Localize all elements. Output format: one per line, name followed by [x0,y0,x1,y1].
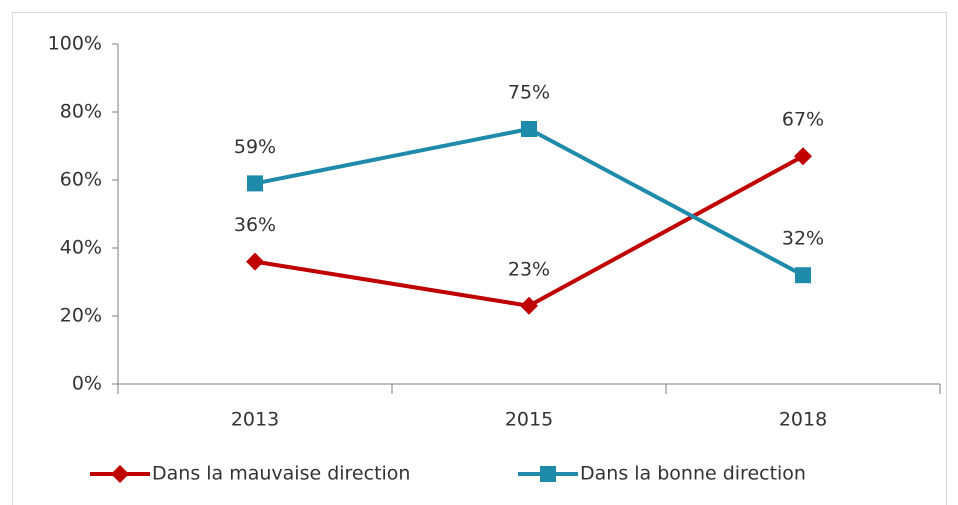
data-point [794,147,812,166]
y-tick-label: 0% [72,373,102,395]
y-tick-label: 20% [60,305,102,327]
legend-marker [540,466,556,482]
data-label: 67% [782,109,824,131]
x-tick-label: 2015 [505,409,553,431]
data-point [520,296,538,315]
legend-label: Dans la mauvaise direction [152,463,410,485]
y-tick-label: 100% [48,33,102,55]
data-label: 59% [234,136,276,158]
data-label: 75% [508,82,550,104]
legend-label: Dans la bonne direction [580,463,806,485]
data-point [247,175,263,192]
y-tick-label: 40% [60,237,102,259]
data-point [521,121,537,137]
y-tick-label: 80% [60,101,102,123]
data-label: 32% [782,228,824,250]
data-label: 36% [234,214,276,236]
legend-marker [111,465,129,483]
data-point [246,252,264,271]
chart-border [12,12,947,505]
y-tick-label: 60% [60,169,102,191]
x-tick-label: 2018 [779,409,827,431]
x-tick-label: 2013 [231,409,279,431]
data-label: 23% [508,258,550,280]
data-point [795,267,811,284]
